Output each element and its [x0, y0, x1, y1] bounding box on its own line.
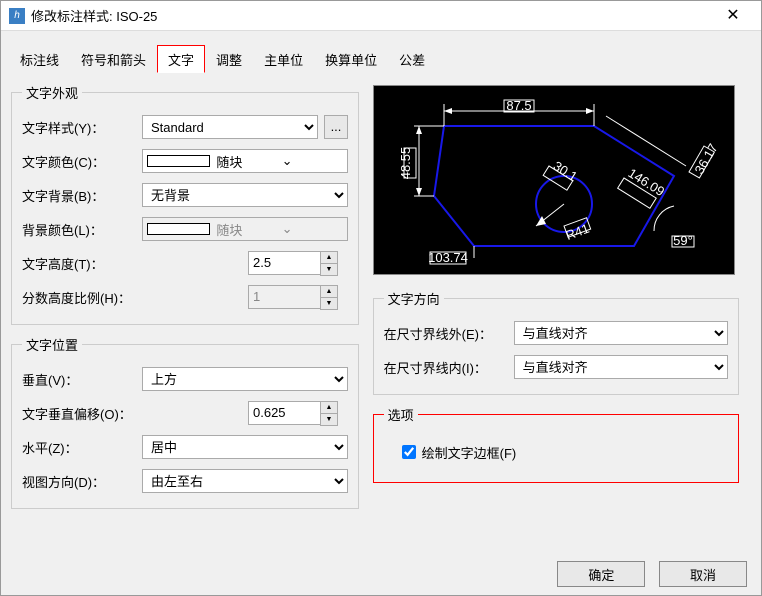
draw-frame-checkbox[interactable]: [402, 445, 416, 459]
tab-5[interactable]: 换算单位: [314, 45, 388, 73]
appearance-group: 文字外观 文字样式(Y)： Standard ... 文字颜色(C)：: [11, 83, 359, 325]
app-icon: h: [9, 8, 25, 24]
vert-offset-input[interactable]: [248, 401, 320, 425]
inside-select[interactable]: 与直线对齐: [514, 355, 728, 379]
vert-offset-label: 文字垂直偏移(O)：: [22, 404, 142, 423]
position-legend: 文字位置: [22, 335, 82, 354]
button-bar: 确定 取消: [547, 561, 747, 587]
ok-button[interactable]: 确定: [557, 561, 645, 587]
tab-3[interactable]: 调整: [205, 45, 253, 73]
tab-4[interactable]: 主单位: [253, 45, 314, 73]
cancel-button[interactable]: 取消: [659, 561, 747, 587]
position-group: 文字位置 垂直(V)： 上方 文字垂直偏移(O)： ▲▼: [11, 335, 359, 509]
outside-select[interactable]: 与直线对齐: [514, 321, 728, 345]
orientation-legend: 文字方向: [384, 289, 444, 308]
options-legend: 选项: [384, 405, 418, 424]
dimension-preview-svg: 87.5 48.55 103.74: [374, 86, 736, 276]
vertical-label: 垂直(V)：: [22, 370, 142, 389]
text-style-label: 文字样式(Y)：: [22, 118, 142, 137]
text-height-input[interactable]: [248, 251, 320, 275]
svg-text:103.74: 103.74: [428, 250, 468, 265]
text-style-select[interactable]: Standard: [142, 115, 318, 139]
svg-text:R41: R41: [563, 221, 591, 243]
tab-strip: 标注线符号和箭头文字调整主单位换算单位公差: [9, 45, 753, 73]
tab-0[interactable]: 标注线: [9, 45, 70, 73]
vert-offset-spinner[interactable]: ▲▼: [320, 401, 338, 426]
byblock-swatch-icon: [147, 155, 210, 167]
titlebar: h 修改标注样式: ISO-25 ✕: [1, 1, 761, 31]
svg-text:59°: 59°: [673, 233, 693, 248]
inside-label: 在尺寸界线内(I)：: [384, 358, 514, 377]
tab-6[interactable]: 公差: [388, 45, 436, 73]
text-height-spinner[interactable]: ▲▼: [320, 251, 338, 276]
chevron-down-icon: ⌄: [282, 221, 343, 237]
text-bg-label: 文字背景(B)：: [22, 186, 142, 205]
orientation-group: 文字方向 在尺寸界线外(E)： 与直线对齐 在尺寸界线内(I)： 与直线对齐: [373, 289, 739, 395]
text-color-select[interactable]: 随块 ⌄: [142, 149, 348, 173]
appearance-legend: 文字外观: [22, 83, 82, 102]
svg-text:30.1: 30.1: [550, 158, 579, 184]
text-height-label: 文字高度(T)：: [22, 254, 142, 273]
svg-text:36.17: 36.17: [691, 141, 720, 177]
svg-text:146.09: 146.09: [625, 165, 667, 199]
outside-label: 在尺寸界线外(E)：: [384, 324, 514, 343]
byblock-swatch-icon: [147, 223, 210, 235]
horizontal-select[interactable]: 居中: [142, 435, 348, 459]
tab-1[interactable]: 符号和箭头: [70, 45, 157, 73]
viewdir-label: 视图方向(D)：: [22, 472, 142, 491]
bg-color-label: 背景颜色(L)：: [22, 220, 142, 239]
text-bg-select[interactable]: 无背景: [142, 183, 348, 207]
chevron-down-icon: ⌄: [282, 153, 343, 169]
window-title: 修改标注样式: ISO-25: [31, 6, 713, 25]
text-style-browse-button[interactable]: ...: [324, 115, 348, 139]
preview-pane: 87.5 48.55 103.74: [373, 85, 735, 275]
viewdir-select[interactable]: 由左至右: [142, 469, 348, 493]
draw-frame-label: 绘制文字边框(F): [422, 443, 517, 462]
bg-color-select: 随块 ⌄: [142, 217, 348, 241]
svg-text:48.55: 48.55: [398, 147, 413, 180]
close-button[interactable]: ✕: [713, 2, 753, 30]
fraction-height-label: 分数高度比例(H)：: [22, 288, 142, 307]
horizontal-label: 水平(Z)：: [22, 438, 142, 457]
text-color-label: 文字颜色(C)：: [22, 152, 142, 171]
tab-2[interactable]: 文字: [157, 45, 205, 73]
svg-text:87.5: 87.5: [506, 98, 531, 113]
options-group: 选项 绘制文字边框(F): [373, 405, 739, 483]
fraction-height-input: [248, 285, 320, 309]
fraction-height-spinner: ▲▼: [320, 285, 338, 310]
vertical-select[interactable]: 上方: [142, 367, 348, 391]
